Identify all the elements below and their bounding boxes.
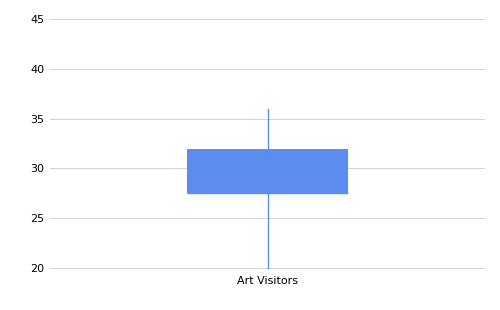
PathPatch shape	[186, 148, 348, 193]
